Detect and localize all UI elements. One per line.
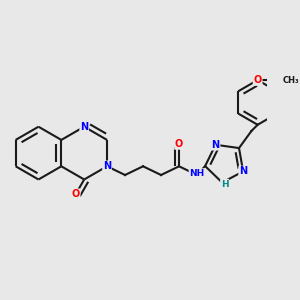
- Text: O: O: [175, 139, 183, 149]
- Text: O: O: [71, 189, 80, 199]
- Text: N: N: [239, 167, 247, 176]
- Text: O: O: [254, 75, 262, 85]
- Text: NH: NH: [189, 169, 205, 178]
- Text: N: N: [80, 122, 88, 132]
- Text: N: N: [212, 140, 220, 150]
- Text: N: N: [103, 161, 111, 171]
- Text: H: H: [221, 180, 229, 189]
- Text: CH₃: CH₃: [283, 76, 299, 85]
